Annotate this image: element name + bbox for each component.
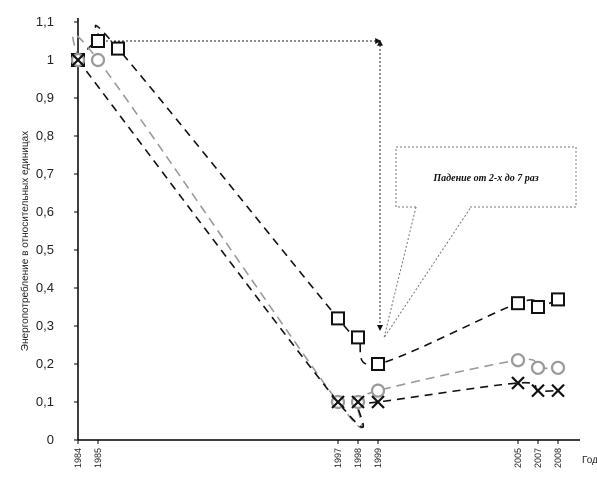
circle-marker xyxy=(370,383,386,398)
x-tick-label: 1997 xyxy=(333,448,343,468)
y-tick-label: 0,6 xyxy=(36,204,54,219)
square-marker xyxy=(91,34,105,48)
cross-marker xyxy=(331,395,345,409)
x-tick-label: 1985 xyxy=(93,448,103,468)
circle-marker xyxy=(550,360,566,375)
cross-marker xyxy=(371,395,385,409)
square-marker xyxy=(351,330,365,345)
square-marker xyxy=(111,41,125,56)
circle-marker xyxy=(530,360,546,375)
y-tick-label: 0,3 xyxy=(36,318,54,333)
x-tick-label: 1998 xyxy=(353,448,363,468)
y-tick-label: 0,2 xyxy=(36,356,54,371)
cross-marker xyxy=(351,395,365,409)
circle-marker xyxy=(510,353,526,368)
square-marker xyxy=(551,292,565,307)
cross-marker xyxy=(511,376,525,390)
y-tick-label: 0,8 xyxy=(36,128,54,143)
cross-marker xyxy=(551,383,565,398)
y-tick-label: 1 xyxy=(47,52,54,67)
circle-marker xyxy=(90,52,106,68)
cross-marker xyxy=(71,53,85,67)
x-tick-label: 2007 xyxy=(533,448,543,468)
x-tick-label: 1999 xyxy=(373,448,383,468)
y-tick-label: 0,4 xyxy=(36,280,54,295)
square-marker xyxy=(531,300,545,314)
y-axis-label: Энергопотребление в относительных единиц… xyxy=(19,131,31,351)
x-tick-label: 2008 xyxy=(553,448,563,468)
callout-pointer xyxy=(383,206,472,339)
callout-text: Падение от 2-х до 7 раз xyxy=(432,173,538,184)
y-tick-label: 0 xyxy=(47,432,54,447)
x-tick-label: 1984 xyxy=(73,448,83,468)
x-axis-label: Годы xyxy=(582,455,597,466)
y-tick-label: 0,5 xyxy=(36,242,54,257)
y-tick-label: 1,1 xyxy=(36,14,54,29)
square-marker xyxy=(371,357,385,371)
y-tick-label: 0,7 xyxy=(36,166,54,181)
callout-box xyxy=(395,146,577,208)
square-marker xyxy=(331,311,345,326)
series-line-square xyxy=(77,24,559,366)
x-tick-label: 2005 xyxy=(513,448,523,468)
y-tick-label: 0,1 xyxy=(36,394,54,409)
cross-marker xyxy=(531,383,545,398)
series-line-circle xyxy=(72,33,559,429)
y-tick-label: 0,9 xyxy=(36,90,54,105)
series-line-cross xyxy=(77,59,559,429)
square-marker xyxy=(511,296,525,311)
